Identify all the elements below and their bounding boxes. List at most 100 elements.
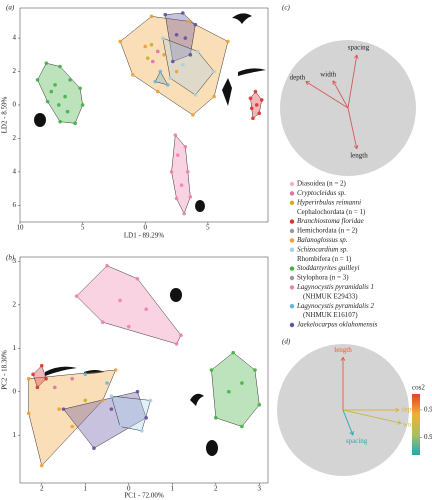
silhouette [232,13,252,24]
point [70,424,75,429]
point [183,36,188,40]
point [100,398,105,403]
point [57,103,61,107]
arrow-head [395,407,400,411]
legend-label: Cryptocleidus sp. [297,189,346,197]
legend-label: Schizocardium sp. [297,245,348,253]
point [196,49,200,54]
legend-label: Diasoidea (n = 2) [297,180,347,188]
point [144,416,148,420]
legend-swatch [289,247,295,252]
point [135,276,140,281]
x-tick-label: 1 [84,485,88,493]
silhouettes [34,13,266,456]
point [191,113,195,117]
x-tick-label: 2 [40,485,44,493]
point [171,59,175,64]
y-tick-label: 6 [13,201,17,209]
colorbar [412,394,420,455]
point [31,372,35,377]
point [188,53,193,57]
point [231,350,235,355]
point [179,333,183,338]
point [212,94,216,99]
variable-label: width [320,70,336,78]
point [173,133,178,137]
variable-label: spacing [348,44,370,52]
legend-swatch [289,228,295,234]
point [162,53,166,57]
point [63,94,67,99]
loading-arrow [332,80,349,109]
point [105,263,109,268]
hull [211,352,260,427]
point [186,170,190,174]
point [155,49,160,54]
point [176,153,180,157]
point [53,83,57,87]
point [168,76,173,81]
legend-swatch [289,181,295,187]
x-axis-label: LD1 - 89.29% [124,232,164,240]
point [251,116,255,121]
point [118,298,122,303]
y-tick-label: 3 [13,257,17,265]
hull [171,134,191,215]
silhouette [206,440,218,456]
hull [119,16,229,116]
y-tick-label: 0 [13,101,17,109]
point [257,402,262,407]
arrow-head [342,356,346,361]
panel-label: (d) [282,338,291,346]
arrow-head [349,432,354,436]
point [135,389,140,394]
x-tick-label: 5 [81,224,85,232]
point [183,144,188,149]
point [44,61,49,65]
point [253,89,258,94]
arrow-head [356,144,359,149]
legend-swatch [289,219,295,224]
point [187,19,191,24]
loading-arrow [305,81,349,109]
point [257,111,262,116]
point [57,407,61,411]
colorbar-title: cos2 [412,384,425,392]
arrow-head [397,422,402,425]
point [83,398,88,403]
point [249,106,254,111]
point [109,407,114,411]
hull [37,62,83,124]
point [181,63,185,67]
x-axis-label: PC1 - 72.00% [124,492,164,500]
point [163,12,168,17]
point [45,99,50,104]
point [158,69,163,74]
point [118,424,122,429]
point [160,36,165,40]
legend-label: Balanoglossus sp. [297,236,348,244]
arrow-head [340,356,344,361]
variable-label: depth [290,73,306,81]
silhouette [238,68,266,76]
legend-label: Cephalochordata (n = 1) [297,208,366,216]
point [179,183,184,188]
y-tick-label: 2 [13,300,17,308]
x-tick-label: 0 [144,224,148,232]
point [226,39,230,44]
point [58,119,62,124]
point [118,39,123,44]
point [109,394,114,398]
legend-label: Stoddartyrites guilleyi [297,264,359,272]
point [65,109,70,114]
point [126,324,131,329]
point [83,372,88,377]
arrow-head [397,420,402,424]
legend-note: (NHMUK E16107) [303,311,358,319]
plot-frame [19,256,269,484]
point [259,98,264,102]
point [130,73,135,77]
x-tick-label: 1 [171,485,175,493]
silhouette [170,288,182,302]
point [248,96,253,101]
